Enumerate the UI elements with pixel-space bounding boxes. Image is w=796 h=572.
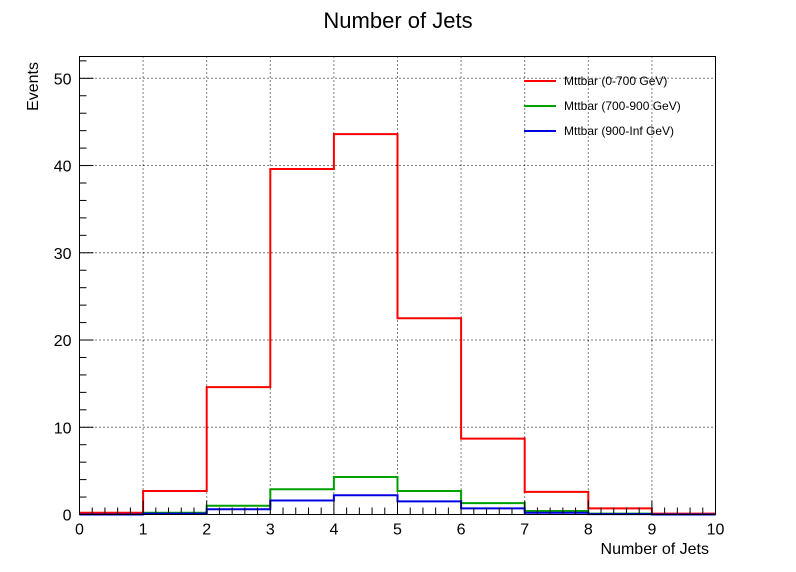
x-tick-label: 8 [584,522,593,539]
y-tick-label: 30 [54,246,72,263]
legend: Mttbar (0-700 GeV) Mttbar (700-900 GeV) Mt… [524,74,681,138]
x-tick-label: 7 [520,522,529,539]
x-tick-label: 1 [139,522,148,539]
x-tick-label: 9 [647,522,656,539]
legend-label: Mttbar (0-700 GeV) [564,74,667,88]
x-tick-label: 4 [329,522,338,539]
x-tick-label: 10 [707,522,725,539]
x-tick-label: 0 [75,522,84,539]
x-tick-label: 5 [393,522,402,539]
legend-label: Mttbar (700-900 GeV) [564,99,681,113]
chart-title: Number of Jets [323,8,472,33]
axis-ticks: 0 1 2 3 4 5 6 7 8 9 10 0 10 20 30 40 50 [54,60,725,539]
y-tick-label: 20 [54,333,72,350]
x-tick-label: 2 [202,522,211,539]
y-axis-label: Events [25,62,42,111]
x-axis-label: Number of Jets [601,541,709,558]
x-tick-label: 3 [266,522,275,539]
y-tick-label: 0 [63,508,72,525]
y-tick-label: 40 [54,159,72,176]
y-tick-label: 50 [54,71,72,88]
x-tick-label: 6 [457,522,466,539]
legend-label: Mttbar (900-Inf GeV) [564,124,674,138]
y-tick-label: 10 [54,420,72,437]
